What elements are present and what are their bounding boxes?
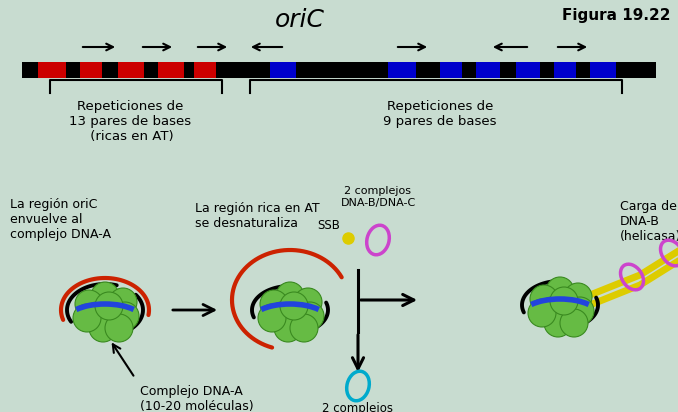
Text: Repeticiones de
9 pares de bases: Repeticiones de 9 pares de bases [383,100,497,128]
Text: Carga de
DNA-B
(helicasa): Carga de DNA-B (helicasa) [620,200,678,243]
Text: SSB: SSB [317,219,340,232]
Bar [590,62,616,78]
Circle shape [280,292,308,320]
Text: oriC: oriC [275,8,325,32]
Bar [476,62,500,78]
Bar [440,62,462,78]
Circle shape [268,302,296,330]
Bar [38,62,66,78]
Text: La región oriC
envuelve al
complejo DNA-A: La región oriC envuelve al complejo DNA-… [10,198,111,241]
Circle shape [554,295,582,323]
Circle shape [75,290,103,318]
Bar [388,62,416,78]
Circle shape [73,304,101,332]
Circle shape [95,292,123,320]
Text: 2 complejos
DNA-C: 2 complejos DNA-C [323,402,393,412]
Bar [554,62,576,78]
Circle shape [109,288,137,316]
Circle shape [530,285,558,313]
Circle shape [276,282,304,310]
Circle shape [290,314,318,342]
Circle shape [258,304,286,332]
Circle shape [105,314,133,342]
Text: 2 complejos
DNA-B/DNA-C: 2 complejos DNA-B/DNA-C [340,186,416,208]
Circle shape [284,300,312,328]
Circle shape [89,314,117,342]
Text: Complejo DNA-A
(10-20 moléculas): Complejo DNA-A (10-20 moléculas) [140,385,254,412]
Circle shape [260,290,288,318]
Circle shape [538,297,566,325]
Bar [194,62,216,78]
Circle shape [564,283,592,311]
Bar [118,62,144,78]
Circle shape [296,302,324,330]
Circle shape [566,297,594,325]
Circle shape [544,309,572,337]
Circle shape [99,300,127,328]
Bar [22,62,656,78]
Text: La región rica en AT
se desnaturaliza: La región rica en AT se desnaturaliza [195,202,319,230]
Circle shape [546,277,574,305]
Bar [80,62,102,78]
Text: Repeticiones de
13 pares de bases
 (ricas en AT): Repeticiones de 13 pares de bases (ricas… [69,100,191,143]
Circle shape [274,314,302,342]
Circle shape [550,287,578,315]
Circle shape [528,299,556,327]
Circle shape [111,302,139,330]
Bar [158,62,184,78]
Bar [270,62,296,78]
Circle shape [91,282,119,310]
Bar [516,62,540,78]
Circle shape [294,288,322,316]
Circle shape [83,302,111,330]
Text: Figura 19.22: Figura 19.22 [561,8,670,23]
Circle shape [560,309,588,337]
